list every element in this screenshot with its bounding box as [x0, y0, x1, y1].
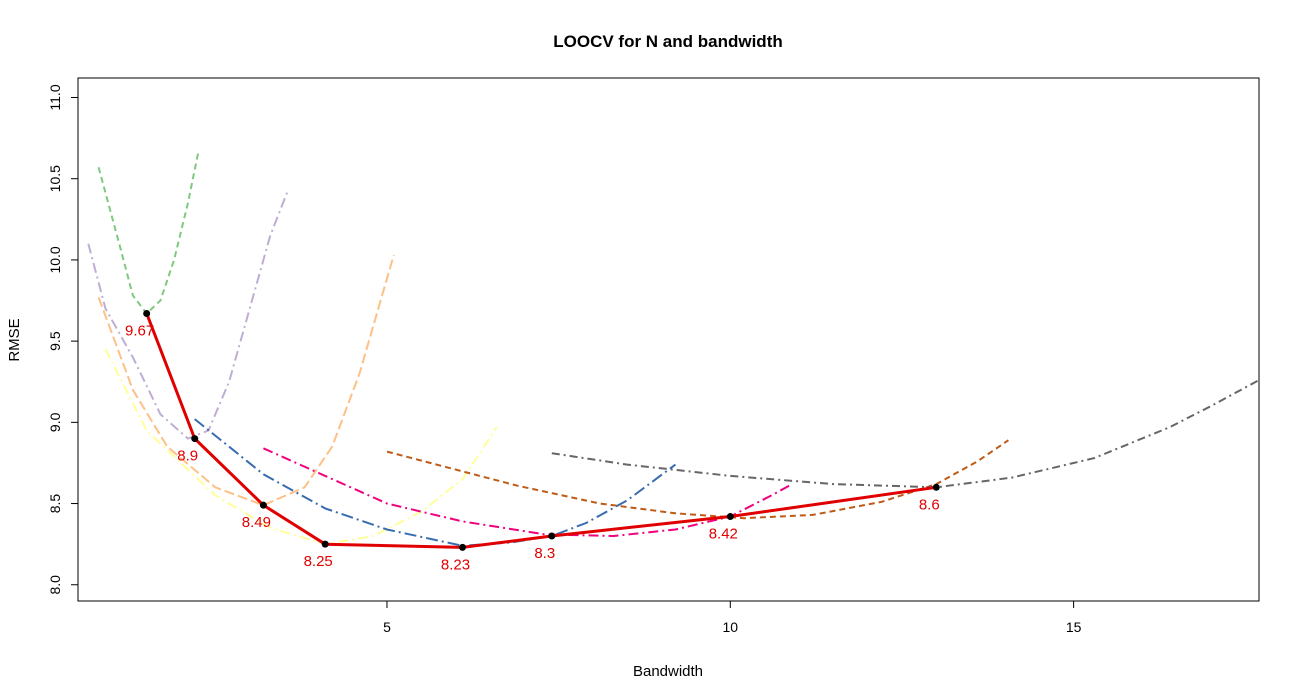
chart-title: LOOCV for N and bandwidth	[553, 32, 782, 51]
series-line-7	[386, 439, 1009, 520]
optimum-point-label: 8.25	[304, 553, 333, 570]
y-tick-label: 11.0	[47, 84, 63, 110]
y-axis-title: RMSE	[6, 318, 23, 361]
optimum-point	[459, 543, 467, 551]
y-axis: 8.0 8.5 9.0 9.5 10.0 10.5 11.0	[47, 84, 78, 594]
optimum-point-label: 8.42	[709, 526, 738, 543]
optimum-point	[321, 540, 329, 548]
series-line-5	[194, 418, 676, 547]
optimum-line	[145, 312, 937, 549]
y-tick-label: 8.5	[47, 494, 63, 514]
series-line-1	[97, 152, 200, 315]
x-tick-label: 10	[723, 619, 739, 635]
series-line-8	[551, 379, 1260, 489]
optimum-point-label: 8.3	[534, 545, 555, 562]
optimum-point	[259, 501, 267, 509]
y-tick-label: 10.5	[47, 165, 63, 192]
x-axis: 5 10 15	[383, 601, 1082, 635]
plot-frame	[77, 77, 1260, 602]
series-line-2	[87, 191, 289, 440]
y-tick-label: 10.0	[47, 246, 63, 273]
optimum-point	[726, 513, 734, 521]
optimum-point-label: 8.49	[242, 514, 271, 531]
x-tick-label: 15	[1066, 619, 1082, 635]
optimum-point	[932, 483, 940, 491]
optimum-path: 9.67 8.9 8.49 8.25 8.23 8.3 8.42 8.6	[125, 310, 940, 573]
optimum-point-label: 8.23	[441, 556, 470, 573]
y-tick-label: 8.0	[47, 575, 63, 595]
optimum-point-label: 8.6	[919, 496, 940, 513]
series-lines	[87, 152, 1260, 547]
x-tick-label: 5	[383, 619, 391, 635]
optimum-point	[143, 310, 151, 318]
optimum-point	[191, 435, 199, 443]
optimum-point-label: 8.9	[177, 448, 198, 465]
series-line-6	[262, 447, 793, 538]
y-tick-label: 9.5	[47, 331, 63, 351]
optimum-point	[548, 532, 556, 540]
y-tick-label: 9.0	[47, 412, 63, 432]
series-line-3	[97, 254, 395, 507]
optimum-point-label: 9.67	[125, 323, 154, 340]
x-axis-title: Bandwidth	[633, 663, 703, 680]
